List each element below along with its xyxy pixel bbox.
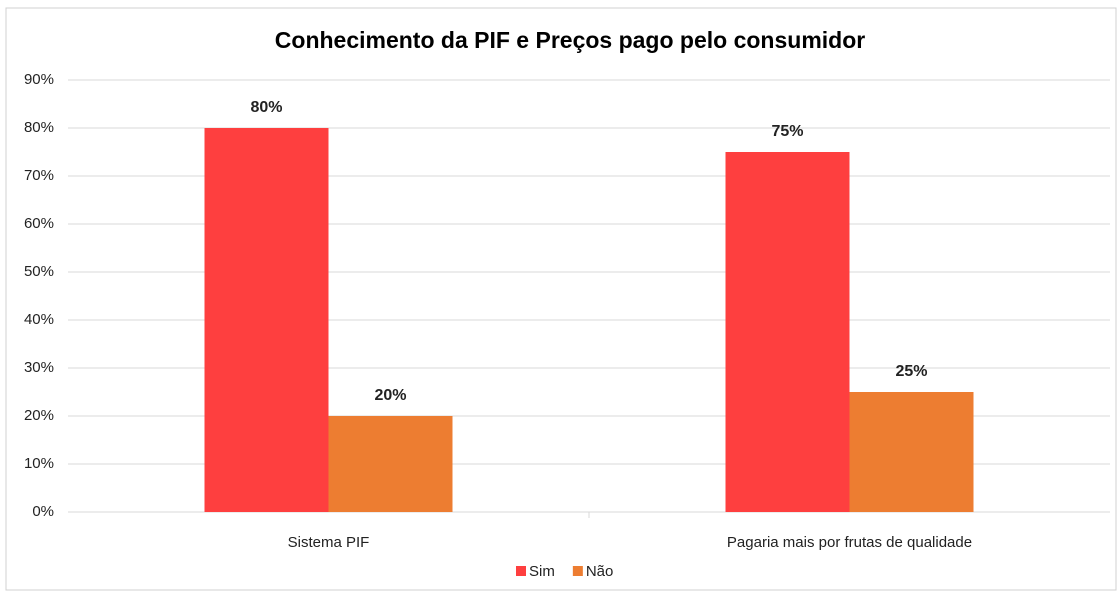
y-tick-label: 60%	[24, 215, 54, 232]
x-tick-label: Sistema PIF	[288, 534, 370, 551]
legend-swatch	[572, 566, 583, 576]
y-tick-label: 80%	[24, 119, 54, 136]
y-tick-label: 50%	[24, 263, 54, 280]
bar	[204, 128, 329, 512]
data-label: 80%	[250, 99, 282, 116]
y-tick-label: 10%	[24, 455, 54, 472]
y-tick-label: 90%	[24, 71, 54, 88]
legend-label: Sim	[529, 563, 555, 580]
y-tick-label: 20%	[24, 407, 54, 424]
y-tick-label: 40%	[24, 311, 54, 328]
data-label: 20%	[374, 387, 406, 404]
legend-swatch	[516, 566, 526, 576]
data-label: 25%	[895, 363, 927, 380]
data-label: 75%	[771, 123, 803, 140]
bar	[328, 416, 453, 512]
y-tick-label: 30%	[24, 359, 54, 376]
legend-label: Não	[586, 563, 614, 580]
bar	[725, 152, 850, 512]
y-tick-label: 70%	[24, 167, 54, 184]
x-tick-label: Pagaria mais por frutas de qualidade	[727, 534, 972, 551]
chart-title: Conhecimento da PIF e Preços pago pelo c…	[275, 27, 865, 53]
y-tick-label: 0%	[32, 503, 54, 520]
bar	[849, 392, 974, 512]
